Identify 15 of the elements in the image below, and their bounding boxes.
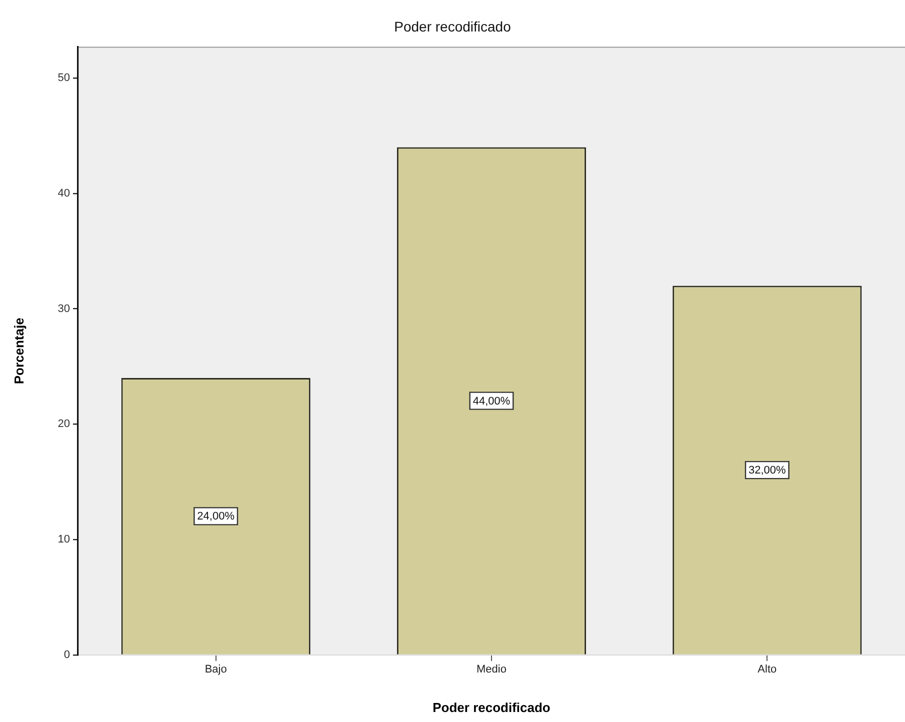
y-tick-label: 20 <box>58 418 70 430</box>
data-label: 44,00% <box>472 395 510 408</box>
x-tick-label: Medio <box>476 664 506 676</box>
data-label: 24,00% <box>197 510 235 523</box>
data-label: 32,00% <box>748 464 786 477</box>
y-tick-label: 0 <box>64 649 70 662</box>
x-axis-title: Poder recodificado <box>432 700 550 715</box>
x-tick-label: Alto <box>758 664 777 676</box>
y-tick-label: 10 <box>58 534 70 546</box>
y-tick-label: 40 <box>58 187 70 200</box>
y-tick-label: 30 <box>58 302 70 315</box>
chart-title: Poder recodificado <box>394 18 512 34</box>
y-tick-label: 50 <box>58 72 70 84</box>
y-axis-title: Porcentaje <box>11 318 26 384</box>
x-tick-label: Bajo <box>204 664 227 676</box>
